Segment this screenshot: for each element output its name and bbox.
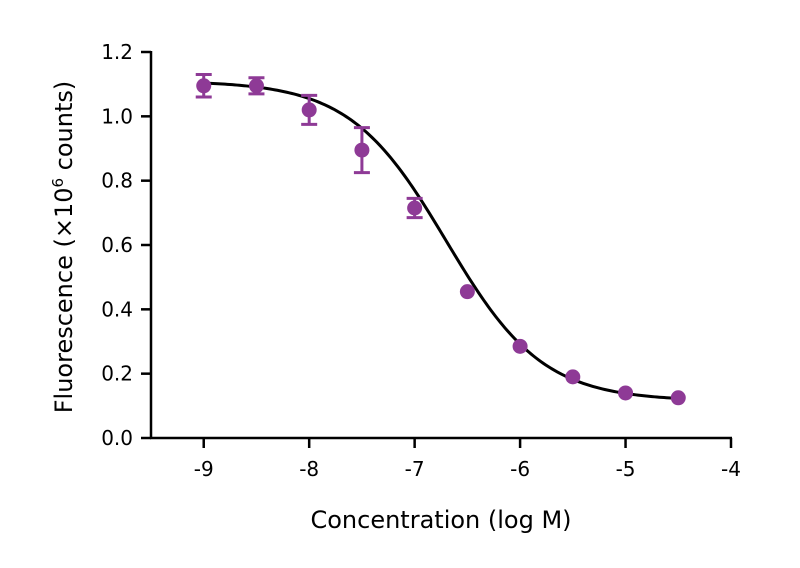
y-axis-title: Fluorescence (×106 counts): [49, 81, 78, 414]
y-axis-title-prefix: Fluorescence (×10: [50, 188, 78, 414]
y-tick-label: 0.6: [101, 233, 133, 257]
x-tick-label: -4: [721, 457, 741, 481]
x-tick-label: -9: [194, 457, 214, 481]
data-point: [565, 369, 581, 385]
x-axis-title: Concentration (log M): [310, 506, 571, 534]
y-axis-title-suffix: counts): [50, 81, 78, 178]
y-tick-label: 1.2: [101, 40, 133, 64]
y-axis-title-superscript: 6: [49, 178, 67, 188]
data-point: [301, 102, 317, 118]
data-point: [618, 385, 634, 401]
fit-curve: [203, 81, 679, 400]
data-point: [248, 78, 264, 94]
y-tick-label: 1.0: [101, 104, 133, 128]
axes: [149, 51, 732, 440]
x-axis-ticks: -9 -8 -7 -6 -5 -4: [194, 438, 741, 481]
data-point: [512, 338, 528, 354]
x-tick-label: -8: [299, 457, 319, 481]
data-point: [459, 284, 475, 300]
data-points: [195, 73, 686, 406]
data-point: [670, 390, 686, 406]
x-tick-label: -6: [510, 457, 530, 481]
data-point: [407, 200, 423, 216]
y-tick-label: 0.2: [101, 362, 133, 386]
y-tick-label: 0.4: [101, 297, 133, 321]
data-point: [354, 142, 370, 158]
y-tick-label: 0.0: [101, 426, 133, 450]
data-point: [196, 78, 212, 94]
x-tick-label: -7: [405, 457, 425, 481]
y-tick-label: 0.8: [101, 169, 133, 193]
y-axis-ticks: 0.0 0.2 0.4 0.6 0.8 1.0 1.2: [101, 40, 151, 450]
x-tick-label: -5: [616, 457, 636, 481]
